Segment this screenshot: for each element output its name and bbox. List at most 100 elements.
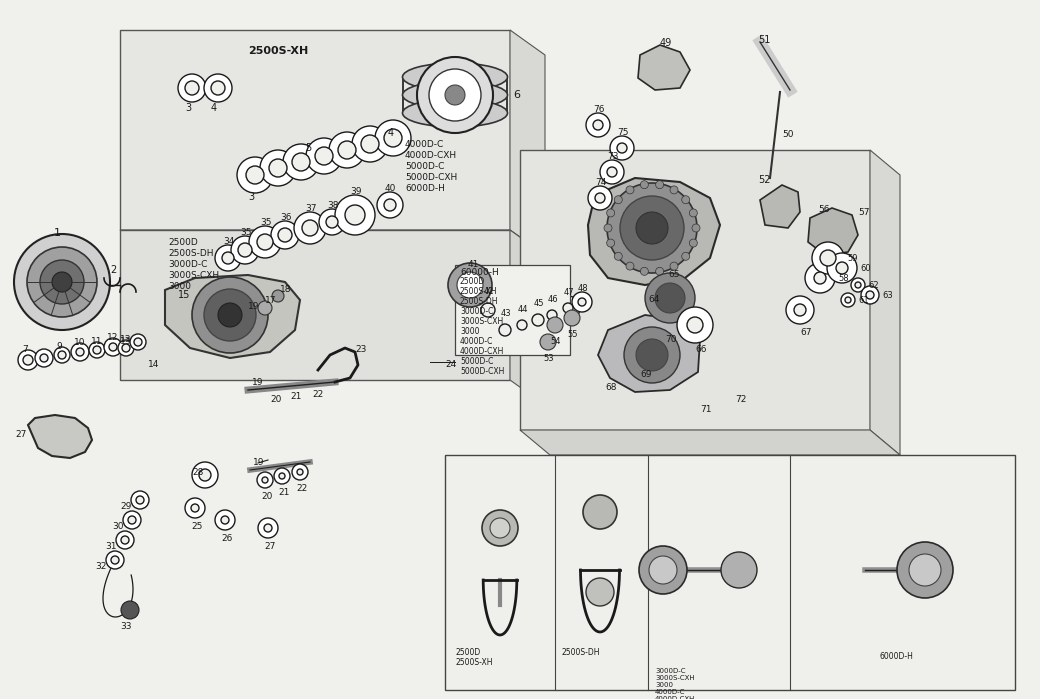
Circle shape	[14, 234, 110, 330]
Ellipse shape	[402, 99, 508, 127]
Text: 23: 23	[355, 345, 366, 354]
Circle shape	[116, 531, 134, 549]
Text: 34: 34	[223, 237, 234, 246]
Circle shape	[204, 289, 256, 341]
Circle shape	[71, 343, 89, 361]
Text: 4000D-C: 4000D-C	[460, 337, 493, 346]
Circle shape	[457, 272, 483, 298]
Circle shape	[121, 536, 129, 544]
Polygon shape	[870, 150, 900, 455]
Text: 10: 10	[74, 338, 85, 347]
Circle shape	[645, 273, 695, 323]
Text: 21: 21	[278, 488, 289, 497]
Circle shape	[104, 338, 122, 356]
Text: 29: 29	[120, 502, 131, 511]
Text: 5000D-C: 5000D-C	[405, 162, 444, 171]
Circle shape	[40, 354, 48, 362]
Text: 21: 21	[290, 392, 302, 401]
Text: 5000D-C: 5000D-C	[460, 357, 493, 366]
Circle shape	[482, 510, 518, 546]
Circle shape	[272, 290, 284, 302]
Text: 50: 50	[782, 130, 794, 139]
Circle shape	[378, 192, 404, 218]
Circle shape	[52, 272, 72, 292]
Polygon shape	[510, 230, 545, 405]
Text: 63: 63	[882, 291, 892, 300]
Text: 42: 42	[484, 287, 494, 296]
Circle shape	[279, 473, 285, 479]
Circle shape	[836, 262, 848, 274]
Circle shape	[641, 267, 648, 275]
Circle shape	[118, 340, 134, 356]
Circle shape	[40, 260, 84, 304]
Text: 6000D-H: 6000D-H	[880, 652, 914, 661]
Text: 74: 74	[595, 178, 606, 187]
Circle shape	[215, 510, 235, 530]
Text: 2500S-XH: 2500S-XH	[248, 46, 308, 56]
Text: 73: 73	[607, 152, 619, 161]
Text: 1: 1	[54, 228, 61, 238]
Text: 5000D-CXH: 5000D-CXH	[460, 367, 504, 376]
Text: 4000D-CXH: 4000D-CXH	[460, 347, 504, 356]
Circle shape	[215, 245, 241, 271]
Polygon shape	[120, 230, 510, 380]
Circle shape	[121, 601, 139, 619]
Text: 2500D
2500S-XH: 2500D 2500S-XH	[456, 648, 493, 668]
Circle shape	[361, 135, 379, 153]
Circle shape	[109, 343, 116, 351]
Circle shape	[556, 296, 580, 320]
Circle shape	[54, 347, 70, 363]
Polygon shape	[520, 150, 870, 430]
Circle shape	[123, 511, 141, 529]
Circle shape	[690, 239, 698, 247]
Circle shape	[639, 546, 687, 594]
Text: 22: 22	[312, 390, 323, 399]
Circle shape	[192, 462, 218, 488]
Text: 2500S-XH: 2500S-XH	[460, 287, 497, 296]
Circle shape	[292, 464, 308, 480]
Text: 24: 24	[445, 360, 457, 369]
Circle shape	[326, 216, 338, 228]
Circle shape	[814, 272, 826, 284]
Text: 6: 6	[513, 90, 520, 100]
Text: 54: 54	[550, 337, 561, 346]
Polygon shape	[456, 265, 570, 355]
Text: 65: 65	[668, 270, 679, 279]
Circle shape	[649, 556, 677, 584]
Text: 3000: 3000	[460, 327, 479, 336]
Circle shape	[269, 159, 287, 177]
Text: 49: 49	[660, 38, 672, 48]
Circle shape	[586, 113, 610, 137]
Circle shape	[600, 160, 624, 184]
Circle shape	[578, 298, 586, 306]
Circle shape	[547, 317, 563, 333]
Circle shape	[615, 196, 622, 203]
Text: 2500S-DH: 2500S-DH	[562, 648, 600, 657]
Text: 39: 39	[350, 187, 362, 196]
Text: 28: 28	[192, 468, 204, 477]
Circle shape	[681, 196, 690, 203]
Text: 69: 69	[640, 370, 651, 379]
Circle shape	[319, 209, 345, 235]
Text: 53: 53	[543, 354, 553, 363]
Circle shape	[345, 205, 365, 225]
Circle shape	[499, 324, 511, 336]
Circle shape	[136, 496, 144, 504]
Circle shape	[595, 193, 605, 203]
Text: 35: 35	[260, 218, 271, 227]
Text: 38: 38	[327, 201, 338, 210]
Circle shape	[626, 186, 634, 194]
Text: 71: 71	[700, 405, 711, 414]
Circle shape	[352, 126, 388, 162]
Text: 68: 68	[605, 383, 617, 392]
Circle shape	[607, 167, 617, 177]
Text: 76: 76	[593, 105, 604, 114]
Circle shape	[249, 226, 281, 258]
Text: 64: 64	[648, 295, 659, 304]
Text: 58: 58	[838, 274, 849, 283]
Circle shape	[278, 228, 292, 242]
Circle shape	[258, 518, 278, 538]
Text: 45: 45	[534, 299, 545, 308]
Polygon shape	[120, 30, 510, 230]
Circle shape	[315, 147, 333, 165]
